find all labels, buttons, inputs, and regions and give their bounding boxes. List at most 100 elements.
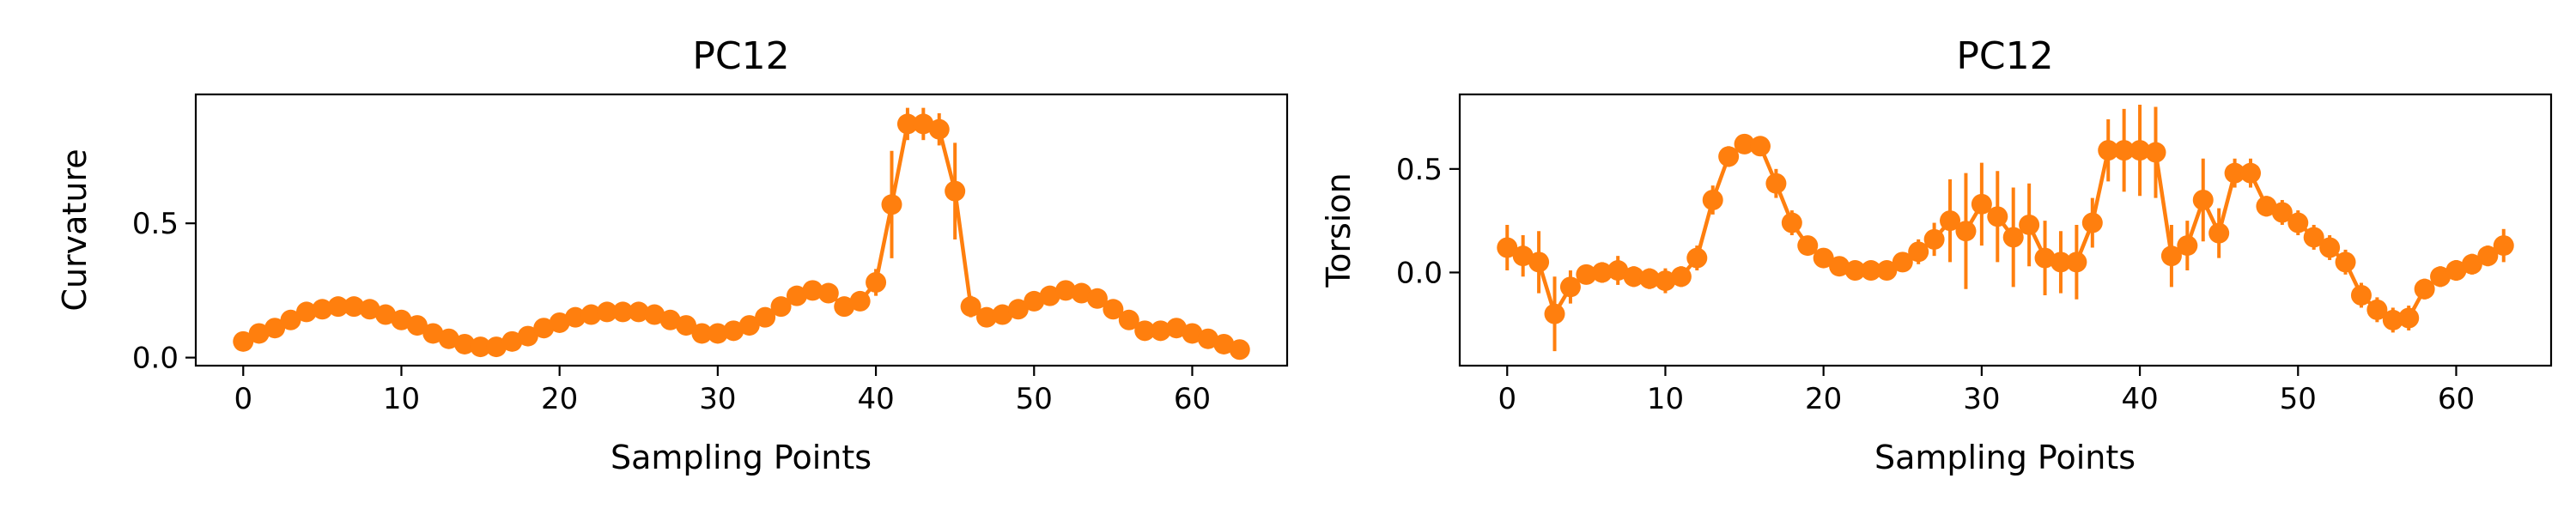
data-point <box>1086 288 1108 309</box>
data-point <box>2050 251 2071 273</box>
data-point <box>976 306 998 328</box>
data-point <box>1781 212 1802 233</box>
data-point <box>2335 251 2356 273</box>
data-point <box>2098 140 2119 161</box>
data-point <box>280 309 301 330</box>
data-point <box>295 301 317 323</box>
data-point <box>1765 173 1787 194</box>
y-tick-label: 0.5 <box>132 207 179 241</box>
data-point <box>406 315 428 336</box>
data-point <box>1860 260 1881 282</box>
data-point <box>1876 260 1898 282</box>
data-point <box>2208 222 2230 244</box>
chart-title: PC12 <box>1956 34 2053 78</box>
data-point <box>2414 278 2435 300</box>
data-point <box>676 315 697 336</box>
y-tick-label: 0.0 <box>1396 256 1443 290</box>
data-point <box>1987 206 2008 227</box>
x-tick-label: 60 <box>2438 382 2475 416</box>
data-point <box>2303 227 2324 248</box>
data-point <box>312 299 333 320</box>
data-point <box>834 296 855 318</box>
data-point <box>1007 299 1029 320</box>
data-point <box>2319 237 2341 258</box>
data-point <box>2430 266 2451 288</box>
data-point <box>391 309 412 330</box>
data-point <box>2034 247 2056 269</box>
x-tick-label: 20 <box>541 382 578 416</box>
data-point <box>1213 333 1235 354</box>
data-point <box>1197 328 1218 349</box>
data-point <box>1702 190 1723 211</box>
data-point <box>2256 196 2277 217</box>
data-point <box>1829 256 1850 277</box>
data-point <box>470 336 491 358</box>
x-tick-label: 30 <box>1963 382 2000 416</box>
data-point <box>485 336 507 358</box>
data-point <box>896 113 918 135</box>
data-point <box>2366 299 2388 320</box>
x-tick-label: 0 <box>234 382 252 416</box>
data-point <box>580 304 602 325</box>
data-point <box>2287 212 2309 233</box>
data-point <box>1718 146 1740 167</box>
data-point <box>913 113 934 135</box>
data-point <box>881 194 902 215</box>
data-point <box>2160 245 2182 267</box>
data-marks <box>233 107 1250 360</box>
data-point <box>1844 260 1866 282</box>
data-point <box>2271 202 2293 223</box>
data-point <box>1544 303 1565 324</box>
data-point <box>2177 235 2198 257</box>
data-point <box>2493 235 2514 257</box>
x-tick-label: 60 <box>1174 382 1211 416</box>
data-point <box>2066 251 2087 273</box>
data-point <box>1071 282 1092 304</box>
x-tick-label: 10 <box>1647 382 1684 416</box>
data-point <box>264 318 286 339</box>
plot-frame <box>1458 93 2553 367</box>
data-point <box>422 323 444 344</box>
data-point <box>644 304 665 325</box>
data-point <box>770 296 792 318</box>
data-point <box>723 320 744 342</box>
data-marks <box>1497 105 2514 352</box>
data-point <box>628 301 649 323</box>
data-point <box>1734 133 1755 154</box>
x-axis-ticks: 0 10 20 30 40 50 60 <box>234 366 1211 416</box>
data-point <box>945 180 966 202</box>
y-axis-ticks: 0.0 0.5 <box>132 207 196 376</box>
data-point <box>1134 320 1156 342</box>
data-point <box>866 272 887 294</box>
data-point <box>1166 318 1188 339</box>
x-tick-label: 20 <box>1805 382 1842 416</box>
data-point <box>738 315 760 336</box>
plot-frame <box>194 93 1289 367</box>
curvature-chart: PC12 0 10 20 30 40 50 60 0.0 0.5 Sampling Point… <box>56 34 1289 476</box>
x-tick-label: 50 <box>1016 382 1053 416</box>
data-point <box>2145 142 2166 163</box>
data-point <box>992 304 1013 325</box>
data-point <box>2113 140 2135 161</box>
data-point <box>1670 266 1692 288</box>
torsion-chart: PC12 0 10 20 30 40 50 60 0.0 0.5 Sampling Point… <box>1320 34 2553 476</box>
data-point <box>1813 247 1834 269</box>
data-point <box>2002 227 2024 248</box>
data-point <box>817 282 839 304</box>
y-tick-label: 0.0 <box>132 342 179 376</box>
chart-title: PC12 <box>692 34 789 78</box>
data-point <box>2445 260 2467 282</box>
data-point <box>501 330 523 352</box>
y-axis-label: Curvature <box>56 148 94 311</box>
data-point <box>1576 264 1597 285</box>
data-point <box>1686 247 1708 269</box>
data-point <box>1512 245 1534 267</box>
data-point <box>327 296 349 318</box>
data-point <box>233 330 254 352</box>
data-point <box>928 118 950 140</box>
data-point <box>802 280 823 301</box>
data-point <box>2224 162 2245 184</box>
data-point <box>1528 251 1550 273</box>
data-point <box>707 323 728 344</box>
data-point <box>1892 251 1913 273</box>
